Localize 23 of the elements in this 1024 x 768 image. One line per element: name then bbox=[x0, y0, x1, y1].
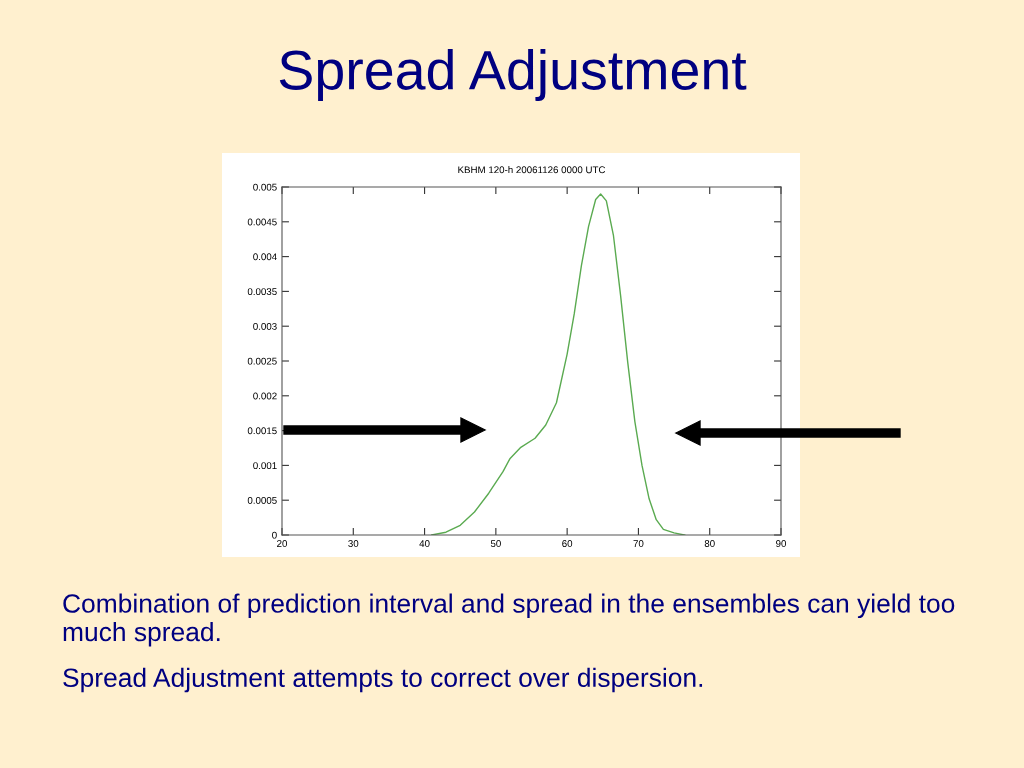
x-tick-label: 40 bbox=[419, 540, 430, 547]
x-tick-label: 60 bbox=[562, 540, 573, 547]
y-tick-label: 0.002 bbox=[253, 392, 277, 400]
chart-title: KBHM 120-h 20061126 0000 UTC bbox=[458, 166, 606, 174]
x-tick-label: 30 bbox=[348, 540, 359, 547]
text: Combination of prediction interval and spread in the ensembles can yield too much spread. bbox=[63, 593, 955, 647]
y-tick-label: 0.0035 bbox=[247, 288, 277, 296]
x-tick-label: 20 bbox=[277, 540, 288, 547]
y-tick-label: 0.0005 bbox=[247, 496, 277, 504]
y-tick-label: 0.0015 bbox=[247, 427, 277, 435]
y-tick-label: 0.001 bbox=[253, 462, 277, 470]
x-tick-label: 70 bbox=[633, 540, 644, 547]
x-tick-label: 90 bbox=[776, 540, 787, 547]
y-tick-label: 0 bbox=[272, 531, 277, 539]
y-tick-label: 0.005 bbox=[253, 183, 277, 191]
text: Spread Adjustment bbox=[279, 49, 747, 101]
y-tick-label: 0.0045 bbox=[247, 218, 277, 226]
y-tick-label: 0.003 bbox=[253, 322, 277, 330]
x-tick-label: 80 bbox=[704, 540, 715, 547]
y-tick-label: 0.004 bbox=[253, 253, 277, 261]
text: Spread Adjustment attempts to correct over dispersion. bbox=[63, 667, 703, 693]
x-tick-label: 50 bbox=[490, 540, 501, 547]
y-tick-label: 0.0025 bbox=[247, 357, 277, 365]
